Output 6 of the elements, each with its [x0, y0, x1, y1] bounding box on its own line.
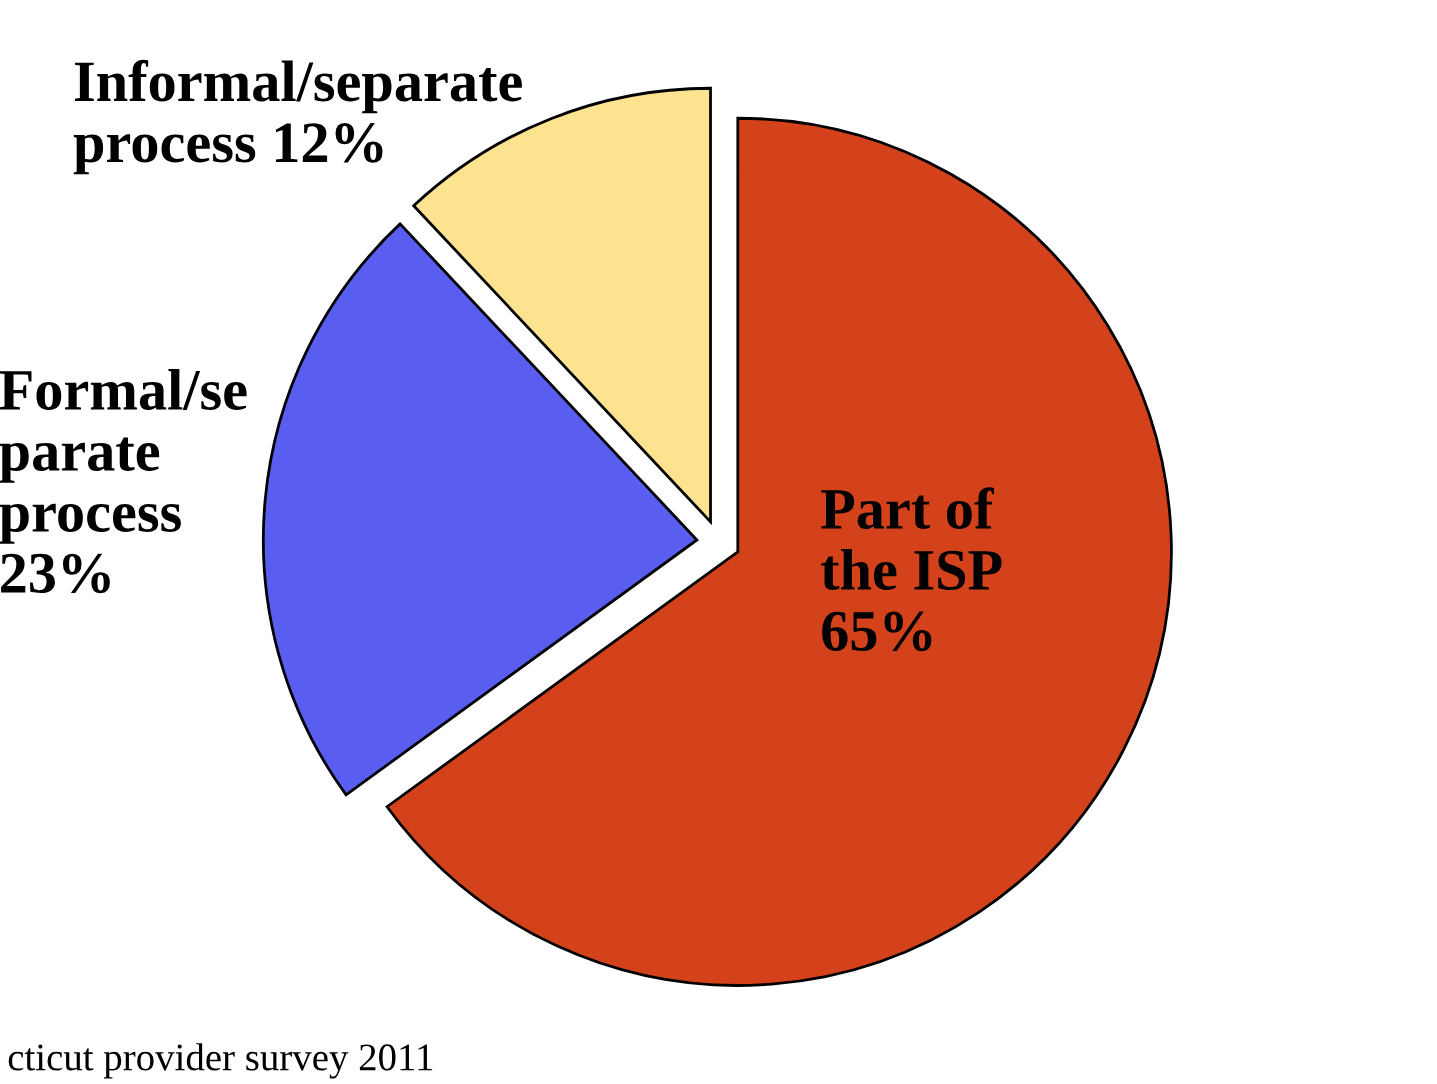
- slice-label: Informal/separate process 12%: [73, 59, 522, 175]
- data-label: 23%: [1, 553, 110, 594]
- text: cticut provider survey 2011: [8, 1043, 433, 1079]
- slice-label: Part of the ISP: [821, 487, 1002, 590]
- data-label: 65%: [822, 611, 932, 652]
- slice-label: Formal/se parate process: [0, 368, 247, 544]
